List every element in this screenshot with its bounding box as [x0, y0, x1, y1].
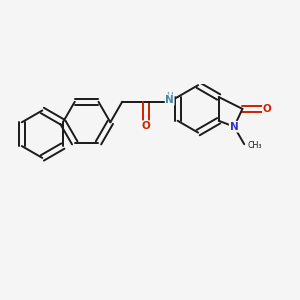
Text: O: O — [262, 104, 272, 114]
Text: H: H — [167, 92, 173, 100]
Text: CH₃: CH₃ — [248, 141, 262, 150]
Text: N: N — [165, 95, 174, 105]
Text: N: N — [230, 122, 239, 132]
Text: O: O — [142, 121, 150, 131]
